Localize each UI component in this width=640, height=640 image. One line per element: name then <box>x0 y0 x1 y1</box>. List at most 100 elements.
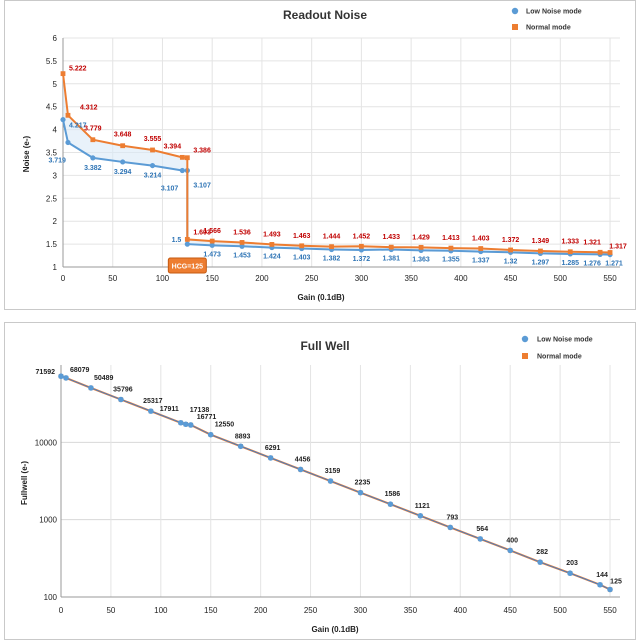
full-well-xlabel: Gain (0.1dB) <box>311 625 358 634</box>
low-noise-point <box>177 419 184 426</box>
normal-point <box>567 249 573 255</box>
normal-point <box>448 245 454 251</box>
low-noise-data-label: 3.214 <box>144 173 162 180</box>
readout-noise-plot: 4.217 3.719 3.382 3.294 3.214 3.107 3.107 1.5 1.… <box>48 66 627 274</box>
normal-data-label: 5.222 <box>69 66 87 73</box>
low-noise-point <box>63 375 69 381</box>
hcg-annotation-label: HCG=125 <box>172 264 203 271</box>
low-noise-data-label: 1.271 <box>605 261 623 268</box>
low-noise-data-label: 1.5 <box>172 237 182 244</box>
normal-point <box>299 243 305 249</box>
y-tick-label: 1000 <box>39 516 57 525</box>
y-tick-label: 5.5 <box>46 57 58 66</box>
normal-point <box>184 155 190 161</box>
normal-data-label: 3.394 <box>164 143 182 150</box>
x-tick-label: 100 <box>154 606 168 615</box>
low-noise-data-label: 1.285 <box>562 260 580 267</box>
full-well-data-label: 8893 <box>235 433 251 440</box>
normal-point <box>597 249 603 255</box>
normal-data-label: 1.603 <box>193 229 211 236</box>
normal-data-label: 1.413 <box>442 235 460 242</box>
full-well-data-label: 144 <box>596 572 608 579</box>
normal-point <box>388 244 394 250</box>
low-noise-point <box>237 443 244 450</box>
low-noise-data-label: 1.403 <box>293 255 311 262</box>
normal-point <box>120 143 126 149</box>
low-noise-point <box>58 373 64 380</box>
x-tick-label: 250 <box>305 274 319 283</box>
full-well-chart: Full Well Gain (0.1dB) Fullwell (e-) Low… <box>20 335 622 634</box>
x-tick-label: 0 <box>59 606 64 615</box>
low-noise-data-label: 1.473 <box>203 251 221 258</box>
low-noise-data-label: 3.719 <box>48 157 66 164</box>
normal-data-label: 1.429 <box>412 234 430 241</box>
x-tick-label: 100 <box>156 274 170 283</box>
low-noise-data-label: 3.382 <box>84 165 102 172</box>
low-noise-point <box>90 155 96 161</box>
low-noise-point <box>148 408 154 414</box>
x-tick-label: 350 <box>404 274 418 283</box>
low-noise-data-label: 3.107 <box>161 185 179 192</box>
low-noise-point <box>447 524 454 531</box>
readout-noise-ylabel: Noise (e-) <box>22 135 31 172</box>
normal-data-label: 3.779 <box>84 126 102 133</box>
low-noise-point <box>118 396 124 403</box>
legend-normal-marker <box>512 24 518 30</box>
full-well-panel: Full Well Gain (0.1dB) Fullwell (e-) Low… <box>4 322 636 640</box>
low-noise-data-label: 1.297 <box>532 259 550 266</box>
x-tick-label: 0 <box>61 274 66 283</box>
legend-low-noise-label: Low Noise mode <box>537 337 593 344</box>
x-tick-label: 50 <box>108 274 117 283</box>
full-well-data-label: 6291 <box>265 445 281 452</box>
low-noise-point <box>207 431 214 438</box>
normal-data-label: 1.444 <box>323 234 341 241</box>
y-tick-label: 1.5 <box>46 240 58 249</box>
low-noise-point <box>65 139 71 146</box>
normal-point <box>184 236 190 242</box>
full-well-data-label: 2235 <box>355 480 371 487</box>
normal-data-label: 4.312 <box>80 104 98 111</box>
x-tick-label: 50 <box>106 606 115 615</box>
low-noise-data-label: 1.381 <box>382 256 400 263</box>
y-tick-label: 1 <box>53 263 58 272</box>
x-tick-label: 350 <box>404 606 418 615</box>
readout-noise-legend: Low Noise mode Normal mode <box>511 7 582 32</box>
normal-data-label: 1.321 <box>583 239 601 246</box>
full-well-data-label: 50489 <box>94 375 114 382</box>
low-noise-data-label: 1.363 <box>412 256 430 263</box>
low-noise-point <box>179 167 185 174</box>
normal-data-label: 1.493 <box>263 231 281 238</box>
y-tick-label: 3.5 <box>46 149 58 158</box>
y-tick-label: 4.5 <box>46 103 58 112</box>
low-noise-series-line <box>60 375 611 590</box>
hcg-annotation-box <box>167 257 207 274</box>
readout-noise-chart: Readout Noise Gain (0.1dB) Noise (e-) Lo… <box>22 7 627 302</box>
full-well-data-label: 35796 <box>113 387 133 394</box>
low-noise-point <box>537 559 543 565</box>
normal-data-label: 1.403 <box>472 236 490 243</box>
x-tick-label: 500 <box>553 606 567 615</box>
x-tick-label: 200 <box>254 606 268 615</box>
full-well-data-label: 17911 <box>160 406 179 413</box>
low-noise-point <box>120 159 126 165</box>
x-tick-label: 150 <box>204 606 218 615</box>
full-well-data-label: 25317 <box>143 398 163 405</box>
low-noise-point <box>327 478 334 484</box>
full-well-data-label: 1121 <box>415 503 430 510</box>
y-tick-label: 3 <box>53 171 58 180</box>
full-well-data-label: 282 <box>536 549 548 556</box>
x-tick-label: 150 <box>206 274 220 283</box>
low-noise-data-label: 1.453 <box>233 252 251 259</box>
low-noise-point <box>387 501 394 507</box>
x-tick-label: 300 <box>355 274 369 283</box>
normal-point <box>90 137 96 143</box>
low-noise-data-label: 1.355 <box>442 257 460 264</box>
full-well-axes: 100 1000 10000 0 50 100 150 200 250 300 350 400 450 5… <box>35 365 620 615</box>
x-tick-label: 500 <box>554 274 568 283</box>
low-noise-point <box>239 243 245 249</box>
low-noise-point <box>267 455 274 461</box>
low-noise-point <box>507 547 513 554</box>
y-tick-label: 2.5 <box>46 194 58 203</box>
low-noise-point <box>60 117 66 123</box>
